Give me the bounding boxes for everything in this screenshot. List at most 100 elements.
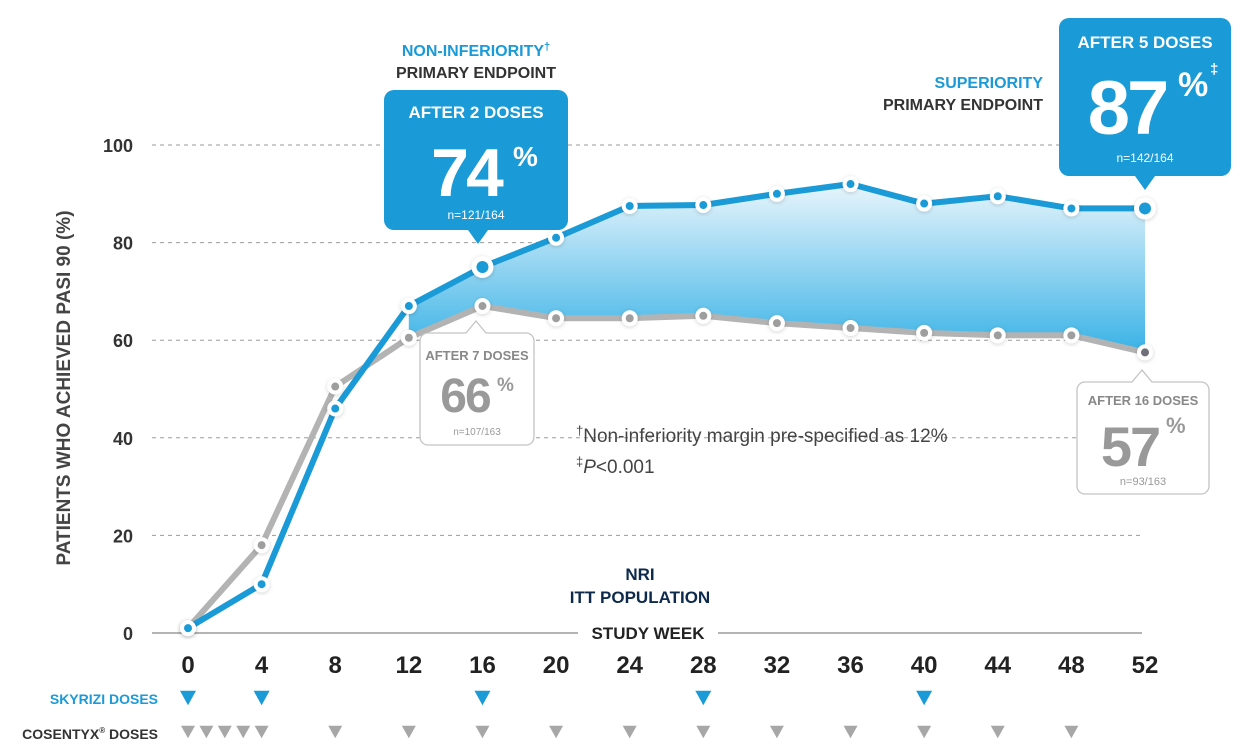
callout-n: n=142/164: [1116, 151, 1173, 165]
data-point-skyrizi-dot: [331, 404, 340, 413]
callout-value: 74: [431, 135, 504, 211]
footnote-p-italic: P: [583, 457, 596, 478]
callout-title: AFTER 2 DOSES: [408, 103, 543, 122]
data-point-cosentyx-dot: [257, 541, 266, 550]
data-point-cosentyx-dot: [331, 382, 340, 391]
data-point-cosentyx-dot: [920, 328, 929, 337]
x-tick-label: 32: [764, 652, 791, 679]
data-point-skyrizi-dot: [920, 199, 929, 208]
callout-ddagger: ‡: [1210, 61, 1218, 78]
x-tick-label: 0: [181, 652, 194, 679]
cosentyx-dose-marker: [217, 725, 232, 739]
x-tick-label: 48: [1058, 652, 1085, 679]
y-tick-labels: 0 20 40 60 80 100: [103, 136, 133, 644]
cosentyx-dose-marker: [181, 725, 195, 739]
y-tick-label: 60: [113, 331, 133, 351]
series-line-skyrizi: [186, 181, 1145, 631]
data-point-cosentyx-dot: [404, 333, 413, 342]
noninferiority-label: NON-INFERIORITY†: [402, 41, 550, 60]
cosentyx-dose-markers: [181, 725, 1079, 739]
nri-label: NRI: [625, 565, 654, 584]
skyrizi-dose-marker: [695, 690, 712, 706]
cosentyx-dose-marker: [1064, 725, 1079, 739]
data-point-cosentyx-dot: [478, 302, 487, 311]
x-tick-labels: 0 4 8 12 16 20 24 28 32 36 40 44 48 52: [181, 652, 1158, 679]
data-point-skyrizi-dot: [846, 180, 855, 189]
footnote-dagger: †Non-inferiority margin pre-specified as…: [576, 423, 948, 447]
callout-percent: %: [497, 375, 514, 396]
data-point-skyrizi-dot: [625, 202, 634, 210]
callout-n: n=107/163: [453, 427, 501, 438]
skyrizi-dose-marker: [253, 690, 270, 706]
cosentyx-dose-marker: [328, 725, 343, 739]
callout-cosentyx-week16: AFTER 7 DOSES 66 % n=107/163: [419, 319, 535, 446]
data-point-cosentyx-dot: [846, 324, 855, 332]
data-point-cosentyx-dot: [993, 331, 1002, 340]
data-point-skyrizi-dot: [1067, 204, 1076, 213]
callout-n: n=93/163: [1120, 476, 1166, 488]
data-point-skyrizi-dot: [257, 580, 266, 589]
footnote-ddagger: ‡P<0.001: [576, 454, 655, 478]
cosentyx-dose-marker: [769, 725, 784, 739]
cosentyx-dose-marker: [622, 725, 637, 739]
footnote-ddagger-symbol: ‡: [576, 454, 583, 469]
skyrizi-dose-marker: [180, 690, 196, 706]
cosentyx-dose-marker: [199, 725, 214, 739]
noninferiority-subtitle: PRIMARY ENDPOINT: [396, 65, 556, 82]
data-point-skyrizi-dot: [184, 624, 192, 633]
callout-title: AFTER 16 DOSES: [1088, 393, 1199, 408]
data-point-cosentyx-dot: [772, 319, 781, 328]
footnote-dagger-symbol: †: [576, 423, 583, 438]
y-tick-label: 40: [113, 429, 133, 449]
cosentyx-dose-marker: [401, 725, 416, 739]
skyrizi-doses-label: SKYRIZI DOSES: [50, 691, 158, 707]
x-tick-label: 8: [329, 652, 342, 679]
cosentyx-registered: ®: [99, 726, 105, 735]
cosentyx-dose-marker: [696, 725, 711, 739]
callout-title: AFTER 5 DOSES: [1077, 33, 1212, 52]
footnote-p-value: <0.001: [596, 457, 655, 478]
skyrizi-dose-marker: [474, 690, 491, 706]
x-tick-label: 36: [837, 652, 864, 679]
cosentyx-dose-marker: [990, 725, 1005, 739]
x-tick-label: 20: [543, 652, 570, 679]
x-tick-label: 40: [911, 652, 938, 679]
callout-percent: %: [1178, 66, 1208, 104]
cosentyx-dose-marker: [843, 725, 858, 739]
cosentyx-dose-marker: [475, 725, 490, 739]
cosentyx-dose-marker: [254, 725, 269, 739]
callout-skyrizi-week16: AFTER 2 DOSES 74 % n=121/164: [384, 90, 568, 244]
x-tick-label: 52: [1132, 652, 1159, 679]
noninferiority-dagger: †: [544, 41, 550, 53]
itt-label: ITT POPULATION: [570, 588, 710, 607]
cosentyx-dose-marker: [917, 725, 932, 739]
callout-value: 66: [440, 370, 490, 423]
cosentyx-doses-label: COSENTYX® DOSES: [22, 726, 158, 742]
data-point-cosentyx-dot: [625, 314, 634, 323]
data-point-skyrizi-dot: [1139, 202, 1151, 215]
footnote-dagger-text: Non-inferiority margin pre-specified as …: [583, 426, 947, 447]
callout-percent: %: [1166, 413, 1186, 438]
points-skyrizi: [180, 176, 1156, 637]
x-axis-label: STUDY WEEK: [591, 624, 705, 643]
data-point-skyrizi-dot: [993, 192, 1002, 201]
callout-value: 87: [1088, 66, 1167, 151]
data-point-cosentyx-dot: [1141, 348, 1149, 357]
cosentyx-doses-suffix: DOSES: [105, 726, 158, 742]
data-point-skyrizi-dot: [772, 189, 781, 198]
y-tick-label: 80: [113, 234, 133, 254]
series-line-cosentyx: [185, 303, 1146, 631]
x-tick-label: 28: [690, 652, 717, 679]
x-tick-label: 12: [395, 652, 422, 679]
skyrizi-dose-marker: [916, 690, 933, 706]
cosentyx-name: COSENTYX: [22, 726, 100, 742]
data-point-skyrizi-dot: [699, 201, 708, 210]
x-tick-label: 44: [984, 652, 1011, 679]
x-tick-label: 4: [255, 652, 269, 679]
superiority-subtitle: PRIMARY ENDPOINT: [883, 97, 1043, 114]
points-cosentyx: [180, 298, 1153, 637]
callout-percent: %: [513, 141, 538, 172]
data-point-skyrizi-dot: [404, 302, 413, 311]
callout-title: AFTER 7 DOSES: [425, 348, 529, 363]
